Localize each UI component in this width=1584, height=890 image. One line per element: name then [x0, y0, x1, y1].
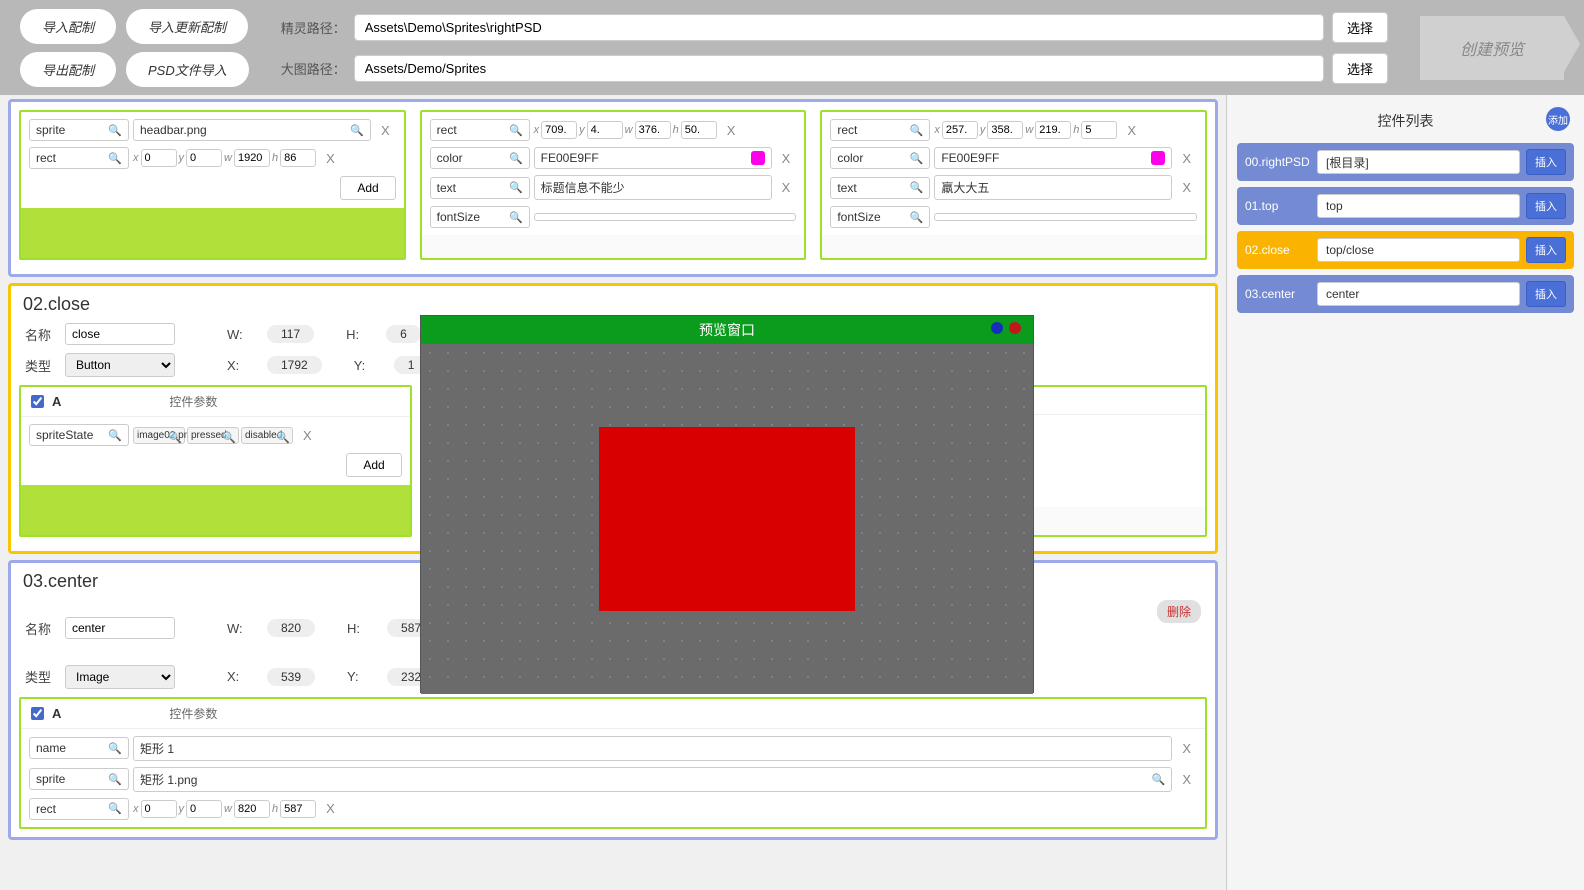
param-key: sprite🔍 [29, 119, 129, 141]
remove-icon[interactable]: X [375, 123, 396, 138]
type-select[interactable]: Button [65, 353, 175, 377]
sprite-path-input[interactable] [354, 14, 1324, 41]
param-box-b: rect🔍xywhX color🔍FE00E9FFX text🔍标题信息不能少X… [420, 110, 807, 260]
create-preview-button[interactable]: 创建预览 [1420, 16, 1564, 80]
add-button[interactable]: Add [346, 453, 401, 477]
remove-icon[interactable]: X [320, 151, 341, 166]
param-box-a: A控件参数 name🔍矩形 1X sprite🔍矩形 1.png🔍X rect🔍… [19, 697, 1207, 829]
list-item[interactable]: 01.top 插入 [1237, 187, 1574, 225]
big-path-choose-button[interactable]: 选择 [1332, 53, 1388, 84]
export-config-button[interactable]: 导出配制 [20, 52, 116, 87]
preview-body [421, 344, 1033, 694]
sprite-state: image02.pn🔍 pressed.🔍 disabled.🔍 [133, 427, 293, 444]
delete-button[interactable]: 删除 [1157, 600, 1201, 623]
preview-content [599, 427, 855, 611]
add-widget-button[interactable]: 添加 [1546, 107, 1570, 131]
big-path-label: 大图路径： [281, 59, 346, 78]
color-swatch[interactable] [751, 151, 765, 165]
type-select[interactable]: Image [65, 665, 175, 689]
list-item[interactable]: 02.close 插入 [1237, 231, 1574, 269]
topbar: 导入配制 导入更新配制 导出配制 PSD文件导入 精灵路径： 选择 大图路径： … [0, 0, 1584, 95]
search-icon[interactable]: 🔍 [108, 152, 122, 165]
left-panel: sprite🔍headbar.png🔍X rect🔍xywhX Add rect… [0, 95, 1226, 890]
search-icon[interactable]: 🔍 [509, 124, 523, 137]
sprite-path-label: 精灵路径： [281, 18, 346, 37]
color-swatch[interactable] [1151, 151, 1165, 165]
import-update-config-button[interactable]: 导入更新配制 [126, 9, 248, 44]
param-box-a: A控件参数 spriteState🔍 image02.pn🔍 pressed.🔍… [19, 385, 412, 537]
search-icon[interactable]: 🔍 [108, 124, 122, 137]
w-value: 117 [267, 325, 314, 343]
list-item[interactable]: 00.rightPSD 插入 [1237, 143, 1574, 181]
preview-window[interactable]: 预览窗口 [420, 315, 1034, 693]
add-button[interactable]: Add [340, 176, 395, 200]
psd-import-button[interactable]: PSD文件导入 [126, 52, 249, 87]
name-input[interactable] [65, 323, 175, 345]
insert-button[interactable]: 插入 [1526, 149, 1566, 175]
sidebar-title: 控件列表 添加 [1237, 105, 1574, 143]
search-icon[interactable]: 🔍 [350, 124, 364, 137]
big-path-input[interactable] [354, 55, 1324, 82]
name-input[interactable] [65, 617, 175, 639]
param-box-a: sprite🔍headbar.png🔍X rect🔍xywhX Add [19, 110, 406, 260]
preview-titlebar[interactable]: 预览窗口 [421, 316, 1033, 344]
list-item-input[interactable] [1317, 150, 1520, 174]
sprite-path-choose-button[interactable]: 选择 [1332, 12, 1388, 43]
right-panel: 控件列表 添加 00.rightPSD 插入 01.top 插入 02.clos… [1226, 95, 1584, 890]
rect-coords: xywh [133, 149, 316, 167]
insert-button[interactable]: 插入 [1526, 237, 1566, 263]
param-box-c: rect🔍xywhX color🔍FE00E9FFX text🔍羸大大五X fo… [820, 110, 1207, 260]
section-top-fragment: sprite🔍headbar.png🔍X rect🔍xywhX Add rect… [8, 99, 1218, 277]
import-config-button[interactable]: 导入配制 [20, 9, 116, 44]
close-icon[interactable] [1009, 322, 1021, 334]
param-val: headbar.png🔍 [133, 119, 371, 141]
insert-button[interactable]: 插入 [1526, 281, 1566, 307]
param-a-checkbox[interactable] [31, 395, 44, 408]
insert-button[interactable]: 插入 [1526, 193, 1566, 219]
list-item[interactable]: 03.center 插入 [1237, 275, 1574, 313]
minimize-icon[interactable] [991, 322, 1003, 334]
